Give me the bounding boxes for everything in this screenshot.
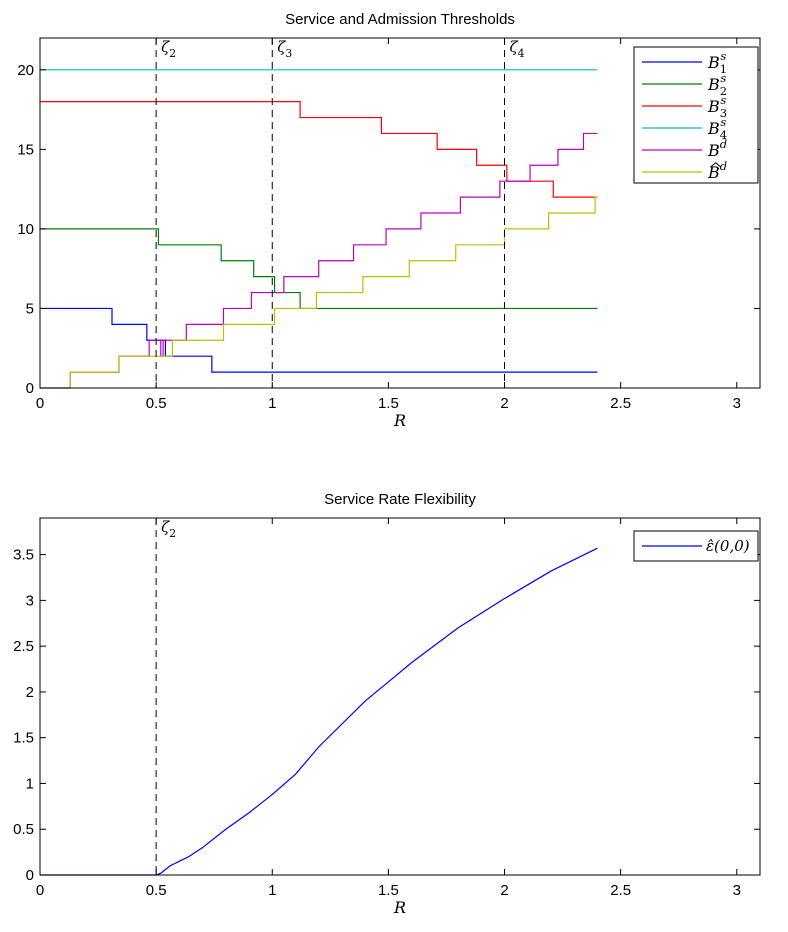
legend-label-B4s: B4s [707, 115, 727, 142]
legend-box [633, 46, 759, 184]
legend-label-B2s: B2s [707, 71, 727, 98]
y-tick-label: 3 [26, 592, 34, 609]
marker-label-zeta4: ζ4 [510, 38, 525, 60]
x-tick-label: 0 [36, 882, 44, 899]
hat-accent [710, 162, 721, 168]
marker-label-zeta2: ζ2 [161, 38, 176, 60]
chart-title: Service Rate Flexibility [324, 491, 476, 508]
y-tick-label: 0 [26, 867, 34, 884]
marker-label-zeta2: ζ2 [161, 518, 176, 540]
chart-service-rate-flexibility: Service Rate Flexibility ζ2 0 0.5 1 1.5 2 2.5 3 0… [13, 491, 761, 917]
y-tick-label: 1 [26, 775, 34, 792]
x-tick-label: 2.5 [610, 882, 631, 899]
y-tick-label: 10 [17, 221, 34, 238]
x-axis-label: R [393, 898, 406, 917]
y-tick-label: 0.5 [13, 821, 34, 838]
legend-label-B3s: B3s [707, 93, 727, 120]
x-tick-label: 2 [500, 395, 508, 412]
series-line-Bhatd [40, 196, 598, 389]
x-tick-label: 0 [36, 395, 44, 412]
series-line-Bd [40, 132, 598, 389]
x-tick-label: 3 [733, 395, 741, 412]
legend-label-B1s: B1s [707, 49, 727, 76]
legend-label-Bd: Bd [707, 137, 727, 160]
x-tick-label: 1 [268, 395, 276, 412]
series-line-B1s [40, 307, 598, 373]
x-tick-label: 2 [500, 882, 508, 899]
x-tick-label: 0.5 [146, 882, 167, 899]
y-tick-label: 5 [26, 300, 34, 317]
plot-frame [39, 517, 761, 876]
x-tick-label: 0.5 [146, 395, 167, 412]
legend-label-Bhatd: Bd [707, 159, 727, 182]
x-tick-label: 1.5 [378, 882, 399, 899]
y-tick-label: 2 [26, 684, 34, 701]
y-tick-label: 2.5 [13, 638, 34, 655]
y-tick-label: 20 [17, 62, 34, 79]
legend-label-eps: ε̂(0,0) [706, 537, 750, 555]
series-line-eps [40, 547, 598, 876]
x-tick-label: 3 [733, 882, 741, 899]
y-tick-label: 15 [17, 141, 34, 158]
x-tick-label: 1.5 [378, 395, 399, 412]
x-tick-label: 2.5 [610, 395, 631, 412]
legend: ε̂(0,0) [633, 530, 759, 562]
series-line-B3s [40, 101, 598, 198]
marker-label-zeta3: ζ3 [277, 38, 292, 60]
y-tick-label: 3.5 [13, 547, 34, 564]
plot-frame [39, 37, 761, 389]
x-tick-label: 1 [268, 882, 276, 899]
chart-title: Service and Admission Thresholds [285, 11, 515, 28]
y-tick-label: 1.5 [13, 730, 34, 747]
series-line-B2s [40, 228, 598, 310]
x-axis-label: R [393, 411, 406, 430]
y-tick-label: 0 [26, 380, 34, 397]
